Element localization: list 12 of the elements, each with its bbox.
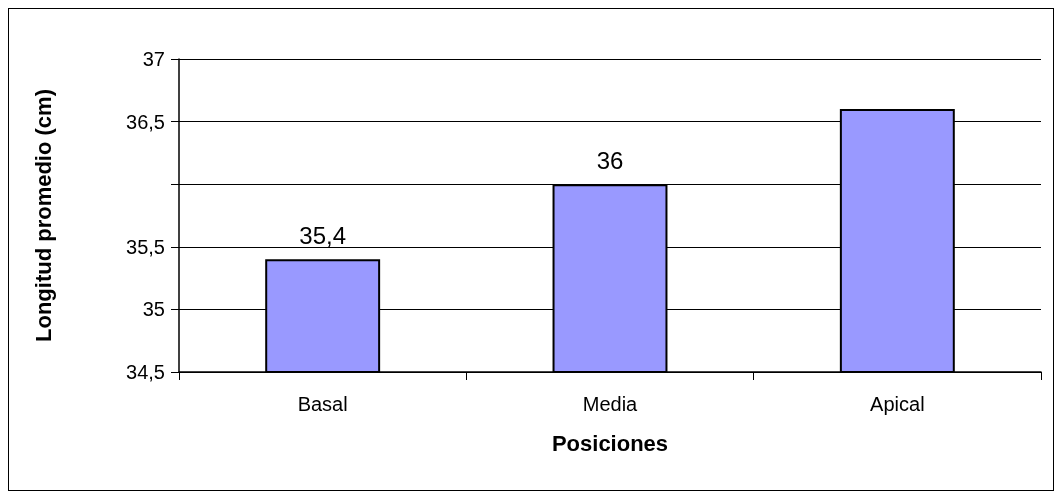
x-axis-title: Posiciones	[551, 430, 669, 456]
data-label: 36	[596, 146, 624, 174]
y-tick-label: 35,5	[126, 235, 165, 258]
x-tick-label: Basal	[297, 393, 348, 415]
y-axis-title: Longitud promedio (cm)	[30, 89, 56, 342]
y-tick-label: 37	[142, 48, 165, 70]
data-label: 35,4	[299, 221, 347, 249]
y-tick-label: 36,5	[126, 110, 165, 133]
y-tick-label: 34,5	[126, 361, 165, 383]
x-tick-label: Media	[582, 393, 639, 415]
x-tick-label: Apical	[870, 393, 925, 415]
y-tick-label: 35	[142, 298, 165, 321]
